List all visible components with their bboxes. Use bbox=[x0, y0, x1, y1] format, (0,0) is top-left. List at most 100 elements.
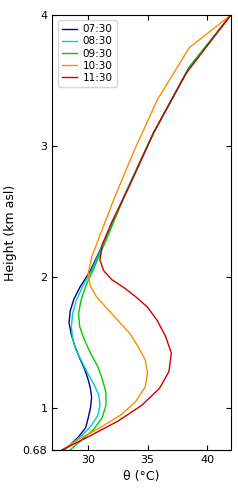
11:30 bbox=[156, 318, 159, 324]
10:30 bbox=[229, 12, 232, 18]
Legend: 07:30, 08:30, 09:30, 10:30, 11:30: 07:30, 08:30, 09:30, 10:30, 11:30 bbox=[58, 20, 117, 87]
08:30 bbox=[104, 234, 107, 240]
08:30 bbox=[229, 12, 232, 18]
11:30 bbox=[158, 386, 161, 392]
08:30 bbox=[81, 359, 84, 365]
10:30 bbox=[144, 356, 147, 362]
09:30 bbox=[106, 234, 109, 240]
09:30 bbox=[101, 376, 104, 382]
08:30 bbox=[188, 64, 191, 70]
08:30 bbox=[99, 402, 101, 408]
07:30 bbox=[70, 332, 73, 338]
07:30 bbox=[89, 405, 92, 411]
08:30 bbox=[71, 310, 74, 316]
Line: 11:30: 11:30 bbox=[62, 15, 231, 450]
07:30 bbox=[74, 344, 76, 349]
11:30 bbox=[164, 333, 167, 339]
08:30 bbox=[72, 439, 75, 445]
10:30 bbox=[120, 412, 123, 418]
07:30 bbox=[78, 284, 81, 290]
07:30 bbox=[89, 268, 92, 274]
10:30 bbox=[99, 232, 101, 238]
07:30 bbox=[152, 130, 155, 136]
10:30 bbox=[77, 436, 80, 442]
10:30 bbox=[128, 330, 131, 336]
08:30 bbox=[125, 189, 128, 195]
10:30 bbox=[144, 384, 147, 390]
09:30 bbox=[93, 426, 95, 432]
10:30 bbox=[132, 150, 135, 156]
Y-axis label: Height (km asl): Height (km asl) bbox=[4, 184, 17, 280]
07:30 bbox=[188, 64, 191, 70]
11:30 bbox=[140, 402, 143, 408]
11:30 bbox=[184, 71, 187, 77]
Line: 07:30: 07:30 bbox=[64, 15, 231, 450]
11:30 bbox=[229, 12, 232, 18]
11:30 bbox=[101, 242, 104, 248]
09:30 bbox=[101, 414, 104, 420]
07:30 bbox=[77, 434, 80, 440]
11:30 bbox=[134, 294, 137, 300]
08:30 bbox=[90, 422, 93, 428]
11:30 bbox=[168, 368, 170, 374]
X-axis label: θ (°C): θ (°C) bbox=[123, 470, 160, 484]
Line: 10:30: 10:30 bbox=[62, 15, 231, 450]
11:30 bbox=[152, 130, 155, 136]
11:30 bbox=[122, 284, 125, 290]
Line: 08:30: 08:30 bbox=[64, 15, 231, 450]
09:30 bbox=[89, 350, 92, 356]
10:30 bbox=[89, 283, 92, 289]
10:30 bbox=[146, 370, 149, 376]
10:30 bbox=[87, 272, 89, 278]
07:30 bbox=[87, 416, 89, 422]
08:30 bbox=[63, 447, 66, 453]
11:30 bbox=[146, 304, 149, 310]
09:30 bbox=[83, 337, 86, 343]
11:30 bbox=[170, 350, 173, 356]
08:30 bbox=[75, 348, 78, 354]
10:30 bbox=[188, 45, 191, 51]
07:30 bbox=[68, 320, 70, 326]
11:30 bbox=[60, 447, 63, 453]
09:30 bbox=[77, 310, 80, 316]
08:30 bbox=[87, 371, 89, 377]
09:30 bbox=[81, 436, 84, 442]
09:30 bbox=[229, 12, 232, 18]
08:30 bbox=[93, 382, 95, 388]
09:30 bbox=[78, 324, 81, 330]
08:30 bbox=[82, 432, 85, 438]
10:30 bbox=[95, 294, 98, 300]
07:30 bbox=[90, 394, 93, 400]
10:30 bbox=[156, 97, 159, 103]
11:30 bbox=[99, 257, 101, 263]
07:30 bbox=[229, 12, 232, 18]
10:30 bbox=[116, 318, 119, 324]
08:30 bbox=[152, 130, 155, 136]
11:30 bbox=[102, 268, 105, 274]
09:30 bbox=[93, 265, 95, 271]
09:30 bbox=[84, 283, 87, 289]
09:30 bbox=[96, 363, 99, 369]
07:30 bbox=[104, 234, 107, 240]
07:30 bbox=[87, 376, 89, 382]
10:30 bbox=[137, 344, 139, 349]
09:30 bbox=[188, 64, 191, 70]
07:30 bbox=[69, 308, 72, 314]
08:30 bbox=[75, 298, 78, 304]
07:30 bbox=[83, 366, 86, 372]
10:30 bbox=[90, 254, 93, 260]
10:30 bbox=[99, 424, 101, 430]
07:30 bbox=[69, 442, 72, 448]
11:30 bbox=[110, 219, 113, 225]
08:30 bbox=[97, 392, 100, 398]
09:30 bbox=[152, 130, 155, 136]
09:30 bbox=[79, 298, 82, 304]
09:30 bbox=[104, 390, 107, 396]
08:30 bbox=[71, 336, 74, 342]
07:30 bbox=[125, 189, 128, 195]
11:30 bbox=[128, 182, 131, 188]
08:30 bbox=[90, 268, 93, 274]
07:30 bbox=[72, 296, 75, 302]
07:30 bbox=[89, 386, 92, 392]
10:30 bbox=[134, 398, 137, 404]
